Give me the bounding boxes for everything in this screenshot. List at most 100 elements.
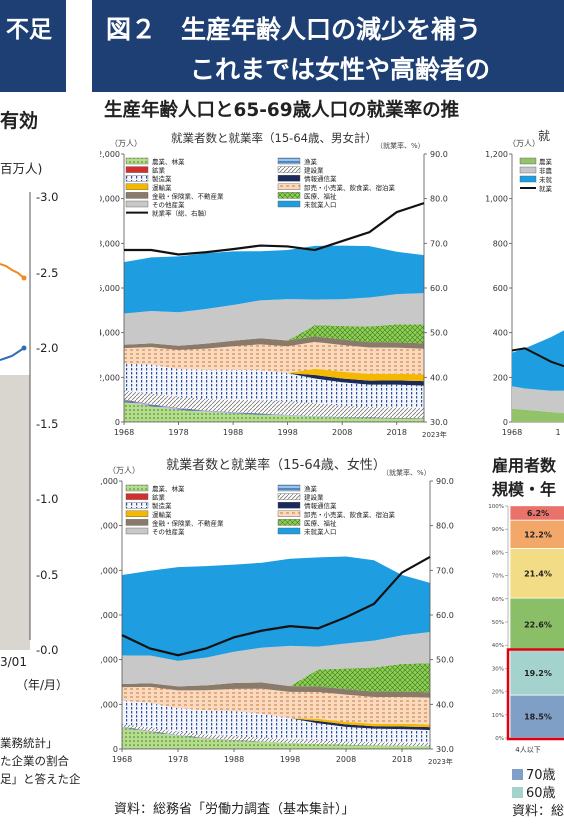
left-right-axis-tick-label: -0.0 [36, 643, 59, 657]
bar-data-label: 21.4% [524, 569, 552, 578]
legend-swatch [125, 157, 149, 165]
legend-swatch [277, 510, 301, 517]
legend-swatch [277, 192, 301, 199]
y-tick-label: 1,000 [485, 195, 508, 204]
legend-swatch [125, 510, 149, 517]
x-tick-label: 1998 [277, 428, 297, 437]
area-医療、福祉 [124, 324, 424, 346]
area-建設業 [124, 390, 424, 419]
y-tick-label: 80% [492, 550, 504, 556]
left-blue-point [21, 345, 27, 351]
legend-label: 情報通信業 [304, 501, 337, 510]
legend-label: 非農 [539, 166, 553, 175]
y2-tick-label: 40.0 [430, 373, 448, 382]
area-製造業 [122, 700, 430, 743]
legend-label: 医療、福祉 [304, 518, 337, 527]
chart-title: 就業者数と就業率（15-64歳、男女計） [171, 131, 377, 145]
x-tick-label: 2008 [332, 428, 352, 437]
legend-swatch-square-icon [512, 769, 523, 780]
y-axis-unit: （万人） [110, 139, 142, 148]
line-就業率（女性、右軸） [121, 555, 431, 657]
legend-label: その他産業 [152, 200, 185, 209]
y2-axis-unit: （就業率、%） [376, 141, 425, 150]
left-title-box [0, 0, 66, 92]
legend-swatch [277, 183, 301, 190]
figure-title-box [92, 0, 564, 92]
y-tick-label: 10,000 [100, 195, 120, 204]
legend-label: 未就 [539, 175, 553, 184]
y2-tick-label: 70.0 [430, 239, 448, 248]
x-tick-label: 1 [555, 428, 560, 437]
highlight-box [506, 648, 564, 741]
legend-swatch [125, 192, 149, 199]
legend-label: 建設業 [304, 493, 324, 502]
bar-data-label: 18.5% [524, 713, 552, 722]
left-note-1: 業務統計」 [0, 736, 58, 750]
x-end-label: 2023年 [428, 757, 453, 766]
legend-label: 製造業 [152, 174, 172, 183]
left-partial-chart [0, 192, 31, 650]
y-tick-label: 40% [492, 643, 504, 649]
legend-swatch [125, 519, 149, 526]
y-tick-label: 70% [492, 574, 504, 580]
area-情報通信業 [124, 363, 424, 386]
legend-label: 就業率（総、右軸） [152, 209, 211, 218]
legend-swatch [277, 502, 301, 509]
area-運輸業 [122, 700, 430, 728]
y-tick-label: 6,000 [100, 284, 120, 293]
y-tick-label: 90% [492, 527, 504, 533]
x-tick-label: 1968 [114, 428, 134, 437]
legend-label: 情報通信業 [304, 174, 337, 183]
area-非農 [512, 386, 564, 414]
legend-swatch [125, 527, 149, 535]
area-未就業人口 [124, 245, 424, 314]
legend-label: 農業 [539, 157, 553, 166]
legend-label: 建設業 [304, 166, 324, 175]
right-source-stub: 資料：総 [512, 804, 564, 819]
left-note-3: 足」と答えた企 [0, 772, 81, 786]
bar-segment [509, 597, 564, 651]
y-tick-label: 8,000 [100, 239, 120, 248]
y2-tick-label: 40.0 [436, 700, 454, 709]
right-legend-item-1: 70歳 [512, 764, 556, 783]
legend-swatch [519, 166, 537, 174]
x-tick-label: 1978 [168, 755, 188, 764]
y2-tick-label: 60.0 [430, 284, 448, 293]
bar-data-label: 6.2% [527, 509, 549, 518]
legend-swatch [125, 183, 149, 190]
chart-title: 就 [538, 129, 550, 143]
y-tick-label: 20% [492, 690, 504, 696]
right-chart-heading-2: 規模・年 [492, 480, 557, 499]
legend-swatch [277, 484, 301, 492]
left-panel-subtitle: 有効 [0, 110, 39, 132]
bar-data-label: 22.6% [524, 620, 552, 629]
figure-title-line-2: これまでは女性や高齢者の [190, 55, 491, 84]
area-医療、福祉 [122, 663, 430, 693]
area-未就業人口 [122, 556, 430, 661]
x-tick-label: 1988 [223, 428, 243, 437]
y-tick-label: 0 [115, 418, 120, 427]
x-tick-label: 1978 [168, 428, 188, 437]
bar-segment [509, 548, 564, 599]
x-tick-label: 2008 [336, 755, 356, 764]
x-category-label: 4人以下 [515, 746, 540, 754]
figure-title-line-1: 図２ 生産年齢人口の減少を補う [106, 15, 482, 44]
left-right-axis-tick-label: -2.5 [36, 265, 59, 280]
y2-tick-label: 70.0 [436, 566, 454, 575]
area-情報通信業 [122, 700, 430, 731]
area-農業、林業 [124, 401, 424, 422]
y-tick-label: 100% [488, 504, 504, 510]
x-tick-label: 1988 [224, 755, 244, 764]
bar-segment [509, 650, 564, 696]
y-tick-label: 2,000 [100, 373, 120, 382]
left-x-date: 3/01 [0, 655, 27, 669]
x-tick-label: 1998 [280, 755, 300, 764]
legend-label: 金融・保険業、不動産業 [152, 518, 224, 527]
area-漁業 [122, 726, 430, 747]
area-金融・保険業、不動産業 [122, 682, 430, 698]
legend-swatch-square-icon [512, 787, 523, 798]
area-鉱業 [122, 726, 430, 747]
legend-swatch [519, 157, 537, 165]
y-tick-label: 10% [492, 713, 504, 719]
area-その他産業 [124, 293, 424, 346]
